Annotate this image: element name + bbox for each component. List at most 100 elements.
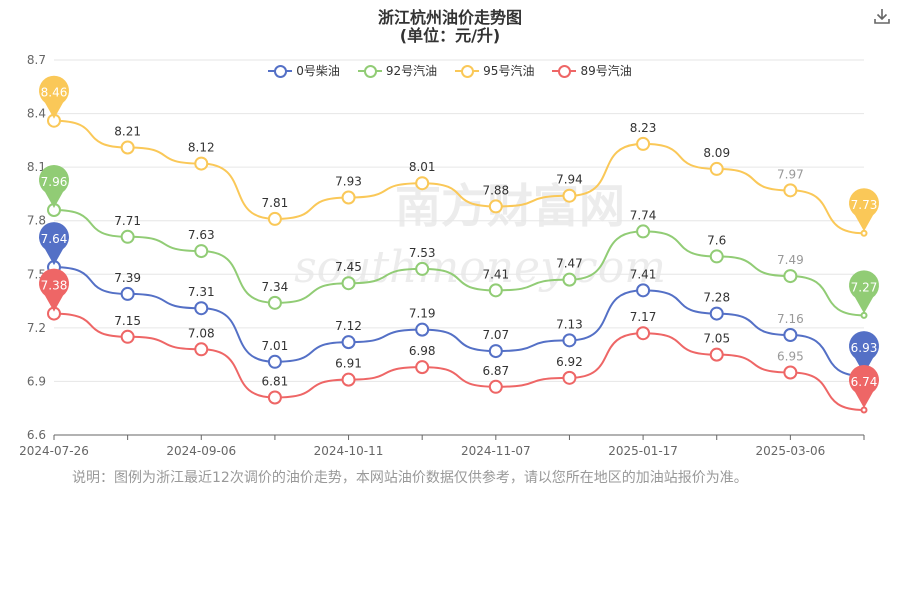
data-label: 7.28 — [703, 291, 730, 305]
pin-shape — [849, 188, 879, 232]
y-tick-label: 7.8 — [27, 214, 46, 228]
data-label: 7.63 — [188, 228, 215, 242]
data-label: 7.74 — [630, 208, 657, 222]
legend-label: 0号柴油 — [296, 64, 340, 78]
data-label: 6.95 — [777, 350, 804, 364]
data-label: 7.07 — [482, 328, 509, 342]
series-1: 7.71 7.63 7.34 7.45 7.53 7.41 7.47 7.74 7.6 7.49 7… — [39, 165, 880, 319]
pin-label: 7.38 — [41, 279, 68, 293]
series-line — [53, 312, 865, 411]
data-label: 7.34 — [262, 280, 289, 294]
download-icon[interactable] — [872, 6, 892, 26]
data-point — [860, 406, 868, 414]
data-point — [636, 136, 651, 151]
x-tick-label: 2025-03-06 — [755, 444, 825, 458]
data-label: 7.05 — [703, 332, 730, 346]
data-label: 7.41 — [482, 267, 509, 281]
series-line — [53, 209, 865, 317]
y-tick-label: 6.9 — [27, 374, 46, 388]
data-label: 7.97 — [777, 167, 804, 181]
data-point — [415, 176, 430, 191]
legend-item-2[interactable]: 95号汽油 — [455, 62, 534, 79]
data-point — [194, 244, 209, 259]
x-tick-label: 2024-10-11 — [314, 444, 384, 458]
data-point — [267, 354, 282, 369]
min-pin: 6.74 — [849, 365, 880, 408]
data-point — [267, 295, 282, 310]
legend-swatch — [552, 64, 577, 78]
data-point — [709, 161, 724, 176]
pin-shape — [849, 270, 880, 314]
legend-item-0[interactable]: 0号柴油 — [268, 62, 340, 79]
y-tick-label: 8.7 — [27, 53, 46, 67]
legend-item-1[interactable]: 92号汽油 — [357, 62, 437, 79]
data-label: 7.31 — [188, 285, 215, 299]
data-point — [194, 342, 209, 357]
pin-label: 7.73 — [851, 198, 878, 212]
data-point — [267, 211, 282, 226]
legend-item-3[interactable]: 89号汽油 — [552, 62, 632, 79]
data-label: 7.16 — [777, 312, 804, 326]
data-label: 7.81 — [262, 196, 289, 210]
pin-label: 7.27 — [851, 280, 878, 294]
pin-label: 7.64 — [41, 232, 68, 246]
data-label: 7.49 — [777, 253, 804, 267]
data-label: 7.08 — [188, 326, 215, 340]
pin-shape — [39, 222, 70, 266]
legend-label: 89号汽油 — [580, 64, 632, 78]
data-label: 7.47 — [556, 257, 583, 271]
data-point — [860, 311, 868, 319]
data-label: 6.91 — [335, 357, 362, 371]
data-label: 8.01 — [409, 160, 436, 174]
data-point — [636, 224, 651, 239]
data-point — [267, 390, 282, 405]
watermark-en: southmoney.com — [294, 242, 666, 293]
data-label: 7.19 — [409, 307, 436, 321]
data-point — [562, 333, 577, 348]
data-point — [636, 283, 651, 298]
max-pin: 7.64 — [39, 222, 70, 266]
data-point — [488, 344, 503, 359]
data-label: 7.41 — [630, 267, 657, 281]
legend-swatch — [455, 64, 480, 78]
data-point — [783, 183, 798, 198]
data-point — [415, 261, 430, 276]
data-point — [341, 276, 356, 291]
data-point — [488, 199, 503, 214]
data-point — [783, 365, 798, 380]
data-point — [194, 156, 209, 171]
data-point — [709, 347, 724, 362]
series-0: 7.39 7.31 7.01 7.12 7.19 7.07 7.13 7.41 7.28 7.16… — [39, 222, 880, 380]
data-label: 8.23 — [630, 121, 657, 135]
data-label: 7.71 — [114, 214, 141, 228]
chart-subtitle: (单位：元/升) — [399, 26, 501, 45]
y-tick-label: 7.2 — [27, 321, 46, 335]
max-pin: 8.46 — [39, 75, 70, 119]
data-label: 7.17 — [630, 310, 657, 324]
legend-swatch — [357, 64, 382, 78]
data-point — [120, 229, 135, 244]
data-point — [341, 372, 356, 387]
data-label: 7.15 — [114, 314, 141, 328]
data-point — [194, 301, 209, 316]
series-2: 8.21 8.12 7.81 7.93 8.01 7.88 7.94 8.23 8.09 7.97… — [39, 75, 879, 237]
y-tick-label: 8.1 — [27, 160, 46, 174]
x-tick-label: 2025-01-17 — [608, 444, 678, 458]
data-label: 8.09 — [703, 146, 730, 160]
data-label: 7.93 — [335, 175, 362, 189]
data-label: 6.87 — [482, 364, 509, 378]
y-tick-label: 8.4 — [27, 107, 46, 121]
pin-label: 7.96 — [41, 175, 68, 189]
pin-shape — [39, 165, 70, 208]
x-tick-label: 2024-09-06 — [166, 444, 236, 458]
data-point — [636, 326, 651, 341]
data-label: 7.45 — [335, 260, 362, 274]
data-point — [562, 188, 577, 203]
pin-shape — [39, 268, 70, 312]
min-pin: 7.73 — [849, 188, 879, 232]
y-tick-label: 6.6 — [27, 428, 46, 442]
data-point — [709, 306, 724, 321]
data-label: 7.01 — [262, 339, 289, 353]
data-point — [562, 272, 577, 287]
